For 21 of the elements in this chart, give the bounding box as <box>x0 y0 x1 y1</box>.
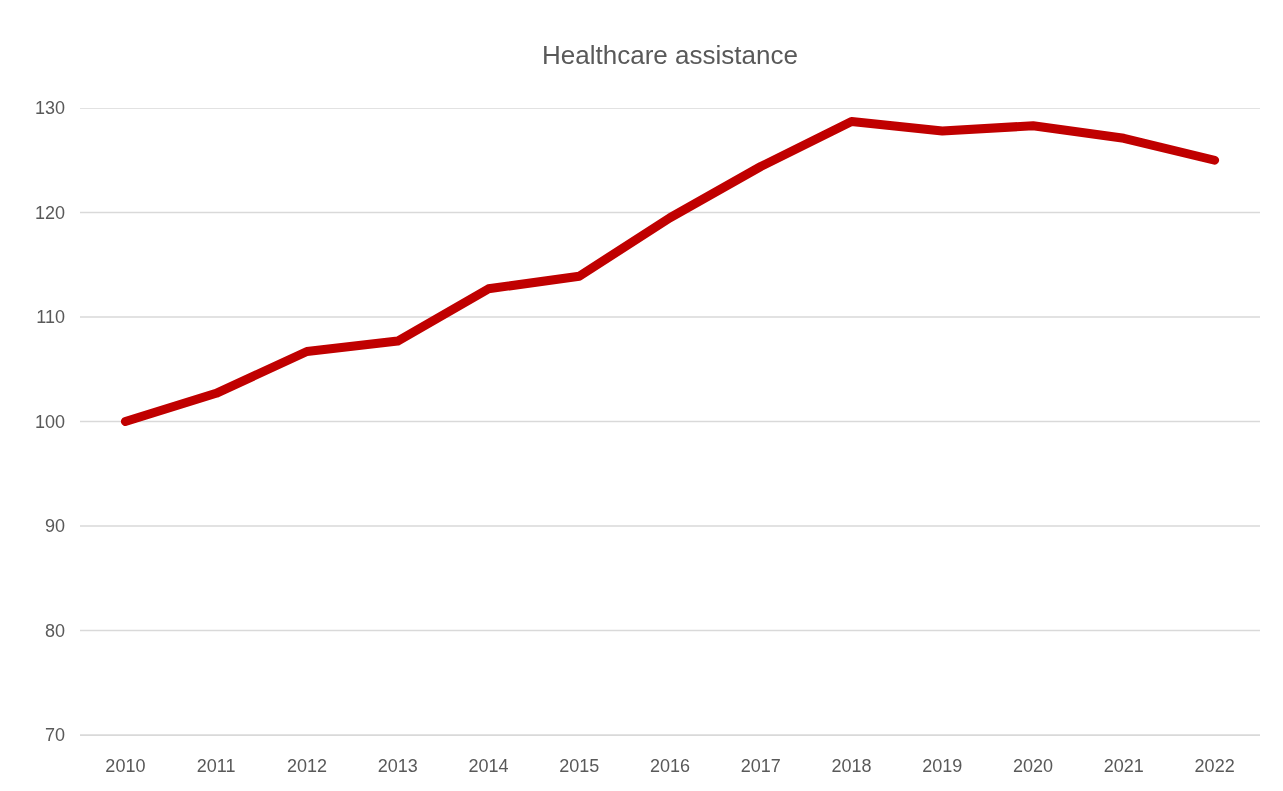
x-tick-label: 2017 <box>740 755 781 776</box>
x-tick-label: 2021 <box>1103 755 1144 776</box>
x-tick-label: 2010 <box>105 755 146 776</box>
x-tick-label: 2022 <box>1194 755 1235 776</box>
x-tick-label: 2019 <box>922 755 963 776</box>
x-tick-label: 2015 <box>559 755 600 776</box>
y-tick-label: 120 <box>34 202 65 223</box>
y-tick-label: 80 <box>44 620 65 641</box>
x-tick-label: 2020 <box>1013 755 1054 776</box>
x-tick-label: 2012 <box>286 755 327 776</box>
y-tick-label: 70 <box>44 725 65 746</box>
y-tick-label: 100 <box>34 411 65 432</box>
x-tick-label: 2013 <box>377 755 418 776</box>
x-tick-label: 2011 <box>196 755 236 776</box>
y-tick-label: 110 <box>36 307 65 328</box>
chart-title: Healthcare assistance <box>542 40 798 71</box>
y-tick-label: 90 <box>44 516 65 537</box>
x-tick-label: 2014 <box>468 755 509 776</box>
x-tick-label: 2016 <box>649 755 691 776</box>
x-tick-label: 2018 <box>831 755 872 776</box>
y-tick-label: 130 <box>34 98 65 119</box>
